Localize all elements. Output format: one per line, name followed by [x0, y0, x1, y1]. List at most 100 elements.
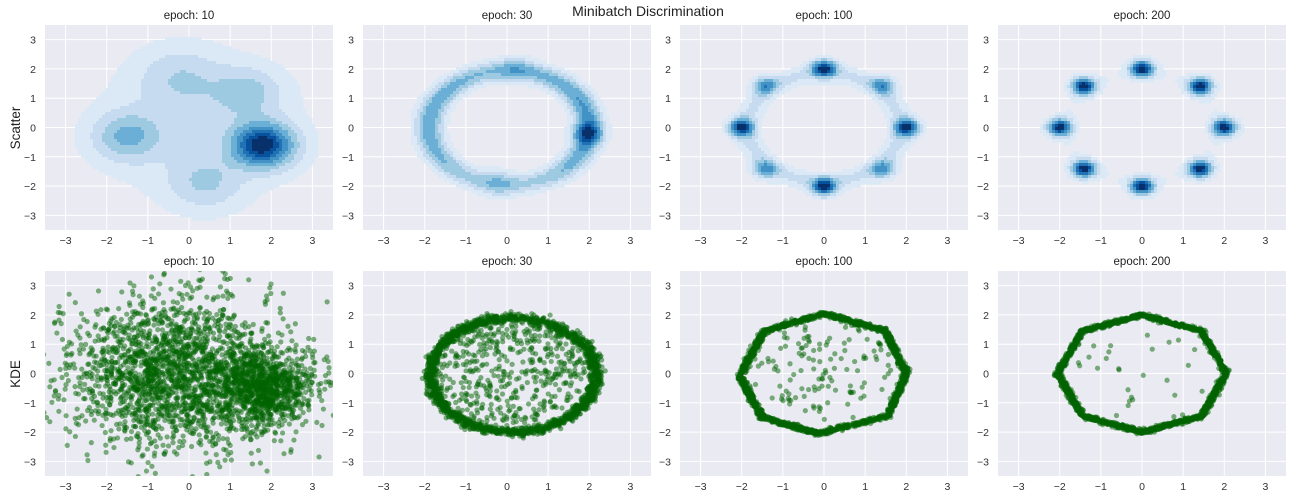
kde-contour-cell	[809, 184, 813, 188]
kde-contour-cell	[531, 184, 553, 188]
x-tick-label: 3	[628, 235, 634, 247]
kde-contour-cell	[540, 70, 553, 74]
kde-contour-cell	[564, 94, 568, 98]
kde-contour-cell	[444, 127, 448, 131]
kde-contour-cell	[600, 136, 604, 140]
kde-contour-cell	[821, 73, 828, 77]
kde-contour-cell	[848, 70, 867, 74]
scatter-point	[225, 295, 231, 302]
kde-contour-cell	[1196, 166, 1206, 170]
kde-contour-cell	[785, 85, 798, 89]
kde-contour-cell	[159, 139, 223, 143]
kde-contour-cell	[1211, 163, 1215, 167]
kde-contour-cell	[1073, 88, 1077, 92]
kde-contour-cell	[1127, 193, 1134, 197]
kde-contour-cell	[1205, 178, 1212, 182]
scatter-point	[311, 336, 317, 342]
kde-contour-cell	[1079, 91, 1089, 95]
kde-contour-cell	[420, 130, 424, 134]
kde-contour-cell	[474, 187, 487, 191]
kde-contour-cell	[1148, 184, 1152, 188]
kde-contour-cell	[1136, 73, 1149, 77]
kde-contour-cell	[141, 91, 181, 95]
kde-contour-cell	[890, 85, 894, 89]
kde-contour-cell	[414, 124, 421, 128]
kde-contour-cell	[573, 130, 577, 134]
kde-contour-cell	[564, 136, 571, 140]
kde-contour-cell	[1205, 82, 1209, 86]
kde-contour-cell	[1193, 91, 1197, 95]
kde-contour-cell	[228, 196, 259, 200]
kde-contour-cell	[111, 79, 142, 83]
scatter-point	[171, 367, 177, 373]
kde-contour-cell	[126, 58, 160, 62]
kde-contour-cell	[504, 61, 526, 65]
kde-contour-cell	[102, 139, 118, 143]
kde-contour-cell	[567, 115, 574, 119]
kde-contour-cell	[282, 142, 289, 146]
kde-contour-cell	[809, 58, 816, 62]
kde-contour-cell	[582, 106, 589, 110]
kde-contour-cell	[525, 190, 547, 194]
kde-contour-cell	[186, 70, 262, 74]
kde-contour-cell	[881, 145, 891, 149]
y-tick-label: 0	[30, 369, 36, 381]
kde-contour-cell	[546, 181, 559, 185]
kde-contour-cell	[249, 127, 274, 131]
scatter-point	[289, 338, 295, 344]
kde-contour-cell	[570, 157, 583, 161]
kde-contour-cell	[830, 193, 837, 197]
scatter-point	[159, 320, 165, 326]
kde-contour-cell	[141, 46, 232, 50]
kde-contour-cell	[890, 118, 897, 122]
x-tick-label: 0	[821, 235, 827, 247]
scatter-point	[271, 420, 277, 427]
kde-contour-cell	[426, 109, 439, 113]
kde-contour-cell	[579, 112, 583, 116]
kde-contour-cell	[414, 121, 421, 125]
kde-contour-cell	[423, 100, 427, 104]
kde-contour-cell	[1130, 64, 1134, 68]
kde-contour-cell	[1058, 124, 1065, 128]
scatter-point	[189, 473, 195, 476]
kde-contour-cell	[887, 121, 891, 125]
kde-contour-cell	[450, 70, 460, 74]
scatter-point	[150, 262, 155, 267]
kde-contour-cell	[1217, 127, 1221, 131]
kde-contour-cell	[815, 61, 822, 65]
scatter-point	[332, 380, 333, 384]
kde-contour-cell	[279, 124, 289, 128]
scatter-point	[295, 398, 301, 404]
kde-contour-cell	[782, 169, 789, 173]
kde-contour-cell	[306, 148, 319, 152]
kde-contour-cell	[1178, 85, 1185, 89]
kde-contour-cell	[1211, 91, 1215, 95]
kde-contour-cell	[423, 145, 430, 149]
y-tick-label: 2	[665, 64, 671, 76]
kde-contour-cell	[237, 151, 244, 155]
scatter-point	[131, 325, 137, 331]
kde-contour-cell	[887, 124, 891, 128]
scatter-point	[72, 384, 78, 390]
kde-contour-cell	[591, 160, 598, 164]
kde-contour-cell	[291, 148, 298, 152]
kde-contour-cell	[555, 166, 565, 170]
kde-contour-cell	[773, 175, 819, 179]
kde-contour-cell	[1130, 187, 1134, 191]
y-tick-label: −2	[977, 181, 989, 193]
scatter-point	[143, 368, 149, 374]
kde-contour-cell	[600, 115, 604, 119]
kde-contour-cell	[776, 160, 783, 164]
scatter-point	[293, 360, 299, 367]
kde-contour-cell	[576, 127, 580, 131]
kde-contour-cell	[594, 121, 598, 125]
kde-contour-cell	[809, 61, 813, 65]
kde-contour-cell	[1235, 127, 1239, 131]
scatter-point	[94, 378, 100, 384]
kde-contour-cell	[114, 73, 145, 77]
kde-contour-cell	[597, 139, 601, 143]
kde-contour-cell	[459, 91, 466, 95]
scatter-point	[229, 373, 236, 379]
scatter-point	[276, 419, 282, 426]
kde-contour-cell	[1139, 61, 1146, 65]
